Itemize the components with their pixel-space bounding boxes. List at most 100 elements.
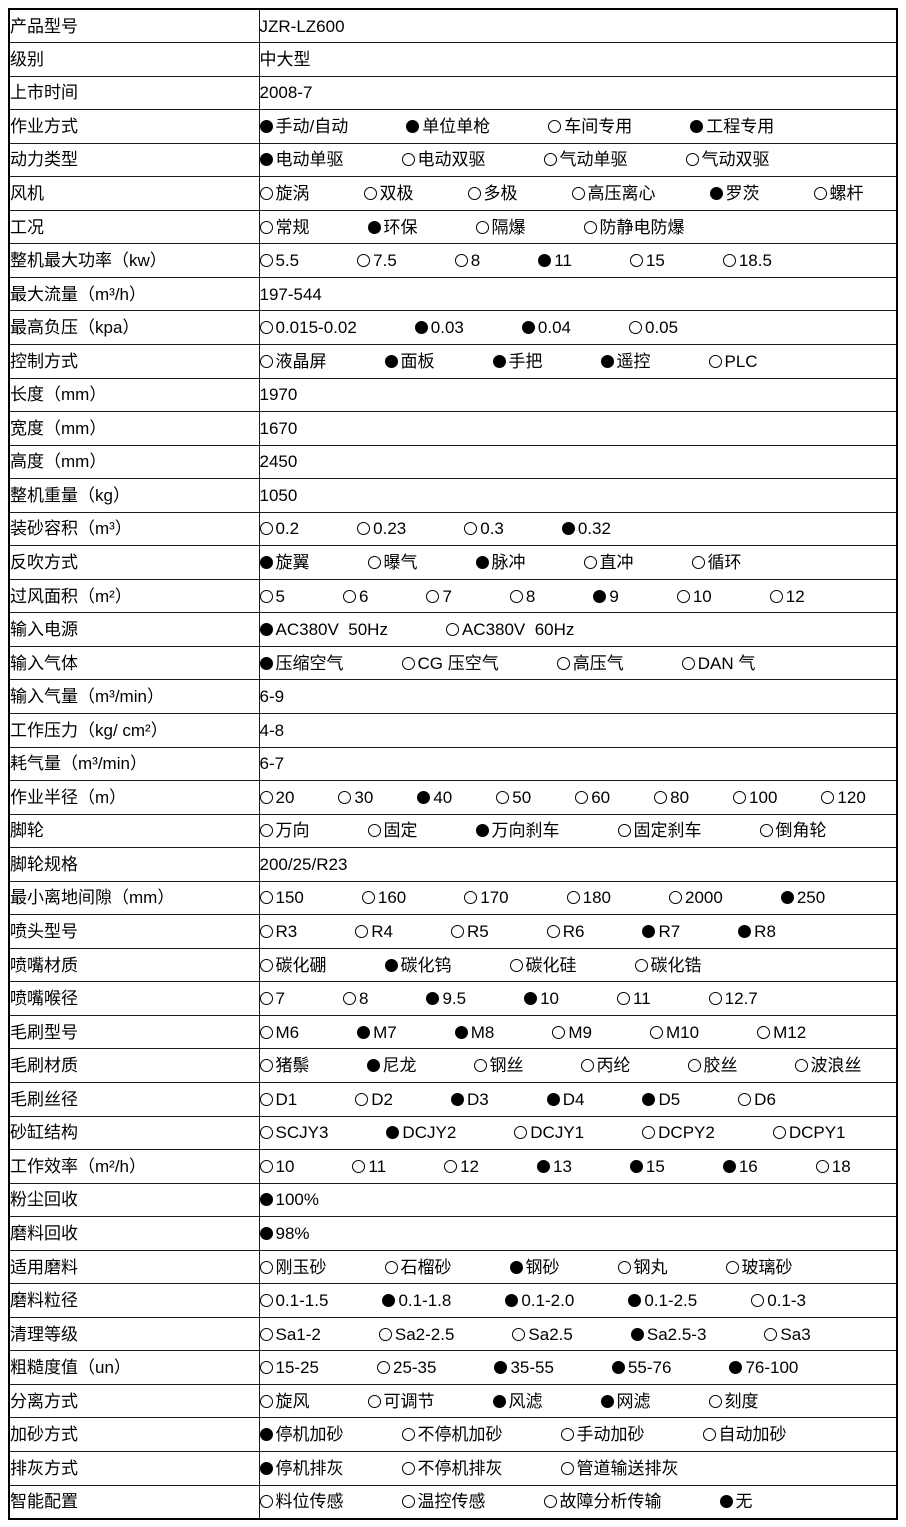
spec-label-cell: 分离方式 [8, 1383, 260, 1419]
radio-empty-icon [401, 1461, 415, 1475]
option-label: 11 [554, 251, 572, 271]
option-item: R3 [260, 923, 297, 940]
spec-label: 喷嘴喉径 [10, 989, 78, 1009]
option-group: Sa1-2 Sa2-2.5 Sa2.5 Sa2.5-3 Sa3 [260, 1324, 896, 1344]
radio-empty-icon [617, 1260, 631, 1274]
option-label: SCJY3 [275, 1123, 329, 1143]
option-item: 98% [260, 1225, 310, 1242]
option-label: 40 [433, 787, 453, 807]
option-label: M7 [373, 1022, 397, 1042]
table-row: 工况 常规 环保 隔爆 防静电防爆 [8, 209, 898, 245]
radio-filled-icon [414, 321, 428, 335]
option-label: 55-76 [627, 1358, 672, 1378]
option-label: 0.1-1.5 [275, 1291, 329, 1311]
option-item: 旋翼 [260, 554, 310, 571]
option-item: 液晶屏 [260, 353, 327, 370]
table-row: 作业半径（m） 20 30 40 50 60 80 100 120 [8, 780, 898, 815]
radio-empty-icon [260, 1126, 273, 1140]
option-item: 车间专用 [548, 118, 632, 135]
radio-empty-icon [629, 254, 643, 268]
option-label: 120 [837, 787, 866, 807]
spec-label: 工作压力（kg/ cm²） [10, 720, 168, 740]
radio-empty-icon [357, 522, 371, 536]
option-item: Sa3 [764, 1326, 811, 1343]
option-label: 面板 [400, 351, 435, 371]
radio-empty-icon [722, 254, 736, 268]
spec-label-cell: 装砂容积（m³） [8, 511, 260, 547]
table-row: 耗气量（m³/min） 6-7 [8, 746, 898, 782]
spec-value-cell: 4-8 [258, 712, 898, 748]
option-item: 碳化钨 [384, 957, 452, 974]
option-item: 5 [260, 588, 285, 605]
spec-label-cell: 适用磨料 [8, 1249, 260, 1285]
option-label: 碳化锆 [650, 955, 702, 975]
option-label: Sa2.5 [528, 1324, 573, 1344]
option-item: 工程专用 [690, 118, 774, 135]
spec-value-cell: 150 160 170 180 2000 250 [258, 880, 898, 916]
spec-label: 毛刷材质 [10, 1056, 78, 1076]
option-item: 波浪丝 [794, 1057, 862, 1074]
spec-label-cell: 脚轮 [8, 813, 260, 849]
table-row: 宽度（mm） 1670 [8, 411, 898, 446]
radio-empty-icon [560, 1428, 574, 1442]
option-item: 100% [260, 1191, 319, 1208]
radio-filled-icon [642, 925, 656, 939]
spec-label-cell: 作业方式 [8, 109, 260, 144]
radio-empty-icon [464, 891, 478, 905]
table-row: 清理等级 Sa1-2 Sa2-2.5 Sa2.5 Sa2.5-3 Sa3 [8, 1316, 898, 1352]
option-label: 0.015-0.02 [275, 318, 357, 338]
option-item: DCPY2 [642, 1124, 715, 1141]
option-item: 尼龙 [366, 1057, 417, 1074]
table-row: 磨料回收 98% [8, 1216, 898, 1251]
table-row: 过风面积（m²） 5 6 7 8 9 10 12 [8, 578, 898, 614]
option-label: AC380V 50Hz [275, 620, 388, 640]
spec-value: 2008-7 [259, 83, 313, 103]
radio-empty-icon [676, 589, 690, 603]
radio-filled-icon [384, 958, 398, 972]
spec-label: 清理等级 [10, 1324, 78, 1344]
radio-filled-icon [561, 522, 575, 536]
spec-value-cell: 手动/自动 单位单枪 车间专用 工程专用 [258, 109, 898, 144]
option-label: 0.3 [480, 519, 504, 539]
option-item: 钢丝 [473, 1056, 524, 1076]
option-label: 钢丸 [633, 1257, 668, 1277]
spec-label-cell: 排灰方式 [8, 1451, 260, 1486]
option-label: 180 [582, 888, 611, 908]
spec-value-cell: 停机加砂 不停机加砂 手动加砂 自动加砂 [258, 1417, 898, 1453]
radio-empty-icon [685, 153, 699, 167]
option-item: 7 [426, 588, 452, 605]
spec-value-cell: 20 30 40 50 60 80 100 120 [258, 780, 898, 815]
spec-value-cell: 197-544 [258, 276, 898, 312]
option-label: 车间专用 [564, 116, 633, 136]
radio-empty-icon [260, 790, 273, 804]
table-row: 粗糙度值（un） 15-25 25-35 35-55 55-76 76-100 [8, 1350, 898, 1385]
radio-empty-icon [628, 321, 642, 335]
spec-label-cell: 清理等级 [8, 1316, 260, 1352]
radio-filled-icon [475, 824, 489, 838]
option-item: 18.5 [722, 252, 772, 269]
radio-empty-icon [444, 1159, 458, 1173]
spec-value-cell: JZR-LZ600 [258, 8, 898, 44]
table-row: 磨料粒径 0.1-1.5 0.1-1.8 0.1-2.0 0.1-2.5 0.1-3 [8, 1283, 898, 1318]
option-label: 直冲 [599, 553, 634, 573]
table-row: 喷嘴喉径 7 8 9.5 10 11 12.7 [8, 981, 898, 1016]
option-item: 10 [676, 588, 712, 605]
option-group: 20 30 40 50 60 80 100 120 [260, 787, 896, 807]
option-label: 钢丝 [489, 1056, 524, 1076]
option-label: CG 压空气 [417, 653, 499, 673]
option-item: D5 [642, 1091, 680, 1108]
option-label: 80 [670, 787, 690, 807]
radio-filled-icon [260, 119, 273, 133]
table-row: 输入气量（m³/min） 6-9 [8, 679, 898, 714]
option-label: 曝气 [383, 553, 418, 573]
radio-empty-icon [260, 891, 273, 905]
option-label: 气动单驱 [559, 150, 628, 170]
radio-filled-icon [719, 1495, 733, 1509]
option-item: 自动加砂 [702, 1426, 787, 1443]
option-label: 0.1-2.0 [521, 1291, 575, 1311]
radio-empty-icon [352, 1159, 366, 1173]
spec-label: 分离方式 [10, 1391, 78, 1411]
spec-value: 6-9 [259, 687, 285, 707]
option-label: 0.1-1.8 [398, 1291, 452, 1311]
option-item: 刚玉砂 [260, 1259, 327, 1276]
